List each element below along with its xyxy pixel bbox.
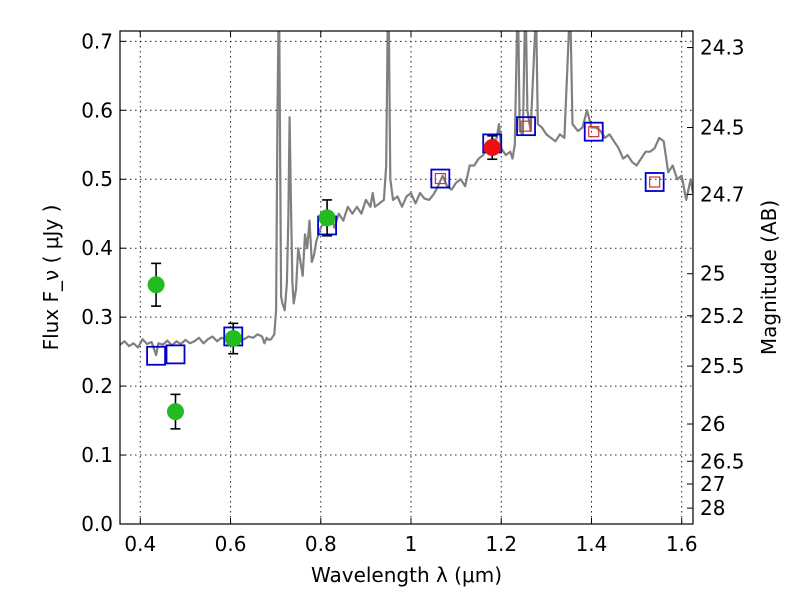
x-tick-label: 1.4 xyxy=(576,532,608,556)
observed-point xyxy=(318,209,336,227)
observed-point xyxy=(224,330,242,348)
y-tick-label: 0.0 xyxy=(81,512,113,536)
y2-tick-label: 24.5 xyxy=(700,116,745,140)
y2-tick-label: 25.5 xyxy=(700,354,745,378)
x-tick-label: 0.6 xyxy=(215,532,247,556)
y2-tick-label: 26 xyxy=(700,412,725,436)
y-tick-label: 0.5 xyxy=(81,167,113,191)
y2-tick-label: 26.5 xyxy=(700,449,745,473)
y2-tick-label: 28 xyxy=(700,496,725,520)
plot-layer xyxy=(120,31,693,430)
x-tick-label: 0.8 xyxy=(305,532,337,556)
y-axis-label: Flux F_ν ( μJy ) xyxy=(39,205,63,351)
x-tick-label: 1.2 xyxy=(485,532,517,556)
x-tick-label: 1.6 xyxy=(666,532,698,556)
model-photometry-square xyxy=(165,344,186,365)
model-photometry-inner-square xyxy=(588,126,600,138)
x-tick-label: 1 xyxy=(405,532,418,556)
x-tick-label: 0.4 xyxy=(124,532,156,556)
model-photometry-inner-square xyxy=(434,172,446,185)
label-layer: Wavelength λ (μm) Flux F_ν ( μJy ) Magni… xyxy=(39,200,781,587)
x-axis-label: Wavelength λ (μm) xyxy=(311,563,502,587)
y-tick-label: 0.1 xyxy=(81,443,113,467)
model-photometry-square xyxy=(430,168,451,189)
y-tick-label: 0.4 xyxy=(81,236,113,260)
model-photometry-square xyxy=(644,172,665,192)
y-tick-label: 0.7 xyxy=(81,29,113,53)
plot-frame xyxy=(119,30,694,525)
observed-point xyxy=(166,403,184,421)
model-photometry-inner-square xyxy=(520,120,532,132)
model-photometry-square xyxy=(146,345,166,366)
observed-point xyxy=(483,139,501,157)
y2-tick-label: 25 xyxy=(700,262,725,286)
observed-point xyxy=(147,276,165,294)
model-spectrum-line xyxy=(120,31,693,357)
y2-tick-label: 27 xyxy=(700,472,725,496)
model-photometry-square xyxy=(583,121,604,142)
model-photometry-inner-square xyxy=(649,176,661,188)
y2-tick-label: 25.2 xyxy=(700,304,745,328)
y-tick-label: 0.3 xyxy=(81,305,113,329)
tick-layer: 0.4 0.6 0.8 1 1.2 1.4 1.6 0.0 0.1 0.2 0.3 0.4 0.5 0.6… xyxy=(81,29,744,556)
y-tick-label: 0.2 xyxy=(81,374,113,398)
y-tick-label: 0.6 xyxy=(81,98,113,122)
y2-tick-label: 24.7 xyxy=(700,182,745,206)
y2-axis-label: Magnitude (AB) xyxy=(757,200,781,355)
model-photometry-square xyxy=(516,116,536,137)
grid-layer xyxy=(120,31,693,525)
y2-tick-label: 24.3 xyxy=(700,36,745,60)
